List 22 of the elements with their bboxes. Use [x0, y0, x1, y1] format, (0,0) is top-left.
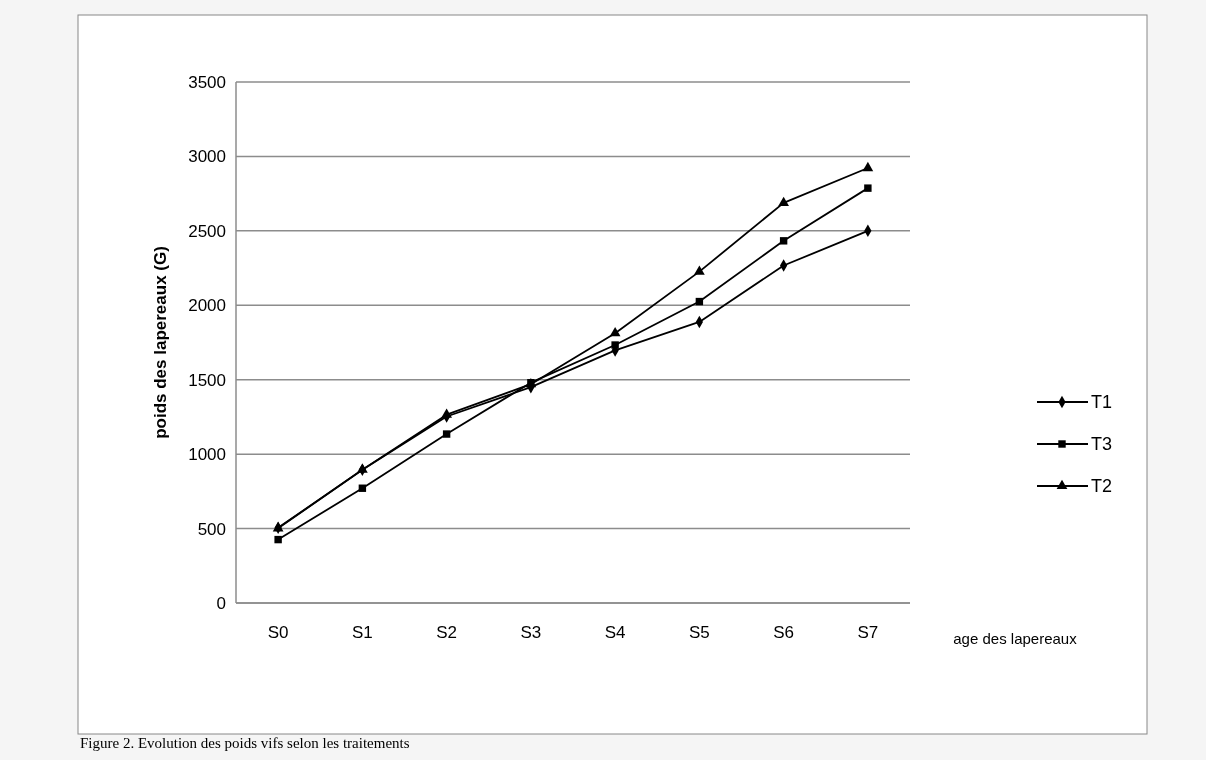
y-tick-label: 1500 — [188, 370, 226, 390]
x-tick-label: S5 — [688, 623, 710, 642]
x-tick-label: S0 — [267, 623, 289, 642]
legend-label: T1 — [1091, 392, 1113, 413]
legend-label: T3 — [1091, 434, 1113, 455]
y-axis-title: poids des lapereaux (G) — [151, 246, 170, 439]
legend-label: T2 — [1091, 476, 1113, 497]
x-tick-label: S1 — [351, 623, 373, 642]
y-tick-label: 0 — [216, 593, 226, 613]
x-axis-title: age des lapereaux — [953, 630, 1078, 647]
y-tick-label: 3000 — [188, 147, 226, 167]
y-tick-label: 500 — [197, 519, 226, 539]
y-tick-label: 2000 — [188, 296, 226, 316]
y-tick-label: 2500 — [188, 221, 226, 241]
x-tick-label: S2 — [436, 623, 458, 642]
caption: Figure 2. Evolution des poids vifs selon les traitements — [80, 735, 410, 751]
x-tick-label: S4 — [604, 623, 626, 642]
y-tick-label: 3500 — [188, 72, 226, 92]
x-tick-label: S7 — [857, 623, 879, 642]
y-tick-label: 1000 — [188, 445, 226, 465]
x-tick-label: S3 — [520, 623, 542, 642]
x-tick-label: S6 — [773, 623, 795, 642]
